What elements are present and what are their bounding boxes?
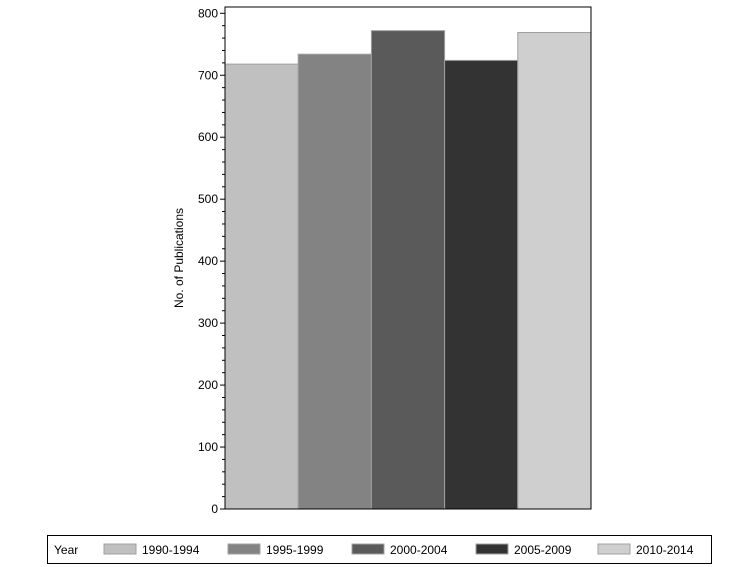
y-tick-label: 700 [198, 68, 218, 82]
y-tick-label: 400 [198, 254, 218, 268]
plot-frame [224, 6, 592, 510]
bar-2000-2004 [370, 30, 446, 510]
legend-label: 1995-1999 [266, 543, 324, 557]
legend-swatch [597, 543, 631, 555]
legend-swatch [103, 543, 137, 555]
y-tick-label: 200 [198, 378, 218, 392]
legend-label: 1990-1994 [142, 543, 200, 557]
y-tick-label: 800 [198, 6, 218, 20]
legend-swatch [475, 543, 509, 555]
legend-label: 2010-2014 [636, 543, 694, 557]
legend-label: 2005-2009 [514, 543, 572, 557]
legend-swatch [227, 543, 261, 555]
bar-2010-2014 [517, 32, 592, 510]
bar-1990-1994 [224, 63, 299, 510]
y-tick-label: 100 [198, 440, 218, 454]
y-tick-label: 600 [198, 130, 218, 144]
bar-1995-1999 [297, 53, 372, 510]
y-tick-label: 500 [198, 192, 218, 206]
y-tick-label: 0 [211, 502, 218, 516]
legend-title: Year [54, 543, 78, 557]
legend-box [47, 535, 712, 564]
y-tick-label: 300 [198, 316, 218, 330]
y-axis-label: No. of Publications [172, 208, 186, 308]
legend-label: 2000-2004 [390, 543, 448, 557]
bar-2005-2009 [444, 59, 519, 510]
legend-swatch [351, 543, 385, 555]
